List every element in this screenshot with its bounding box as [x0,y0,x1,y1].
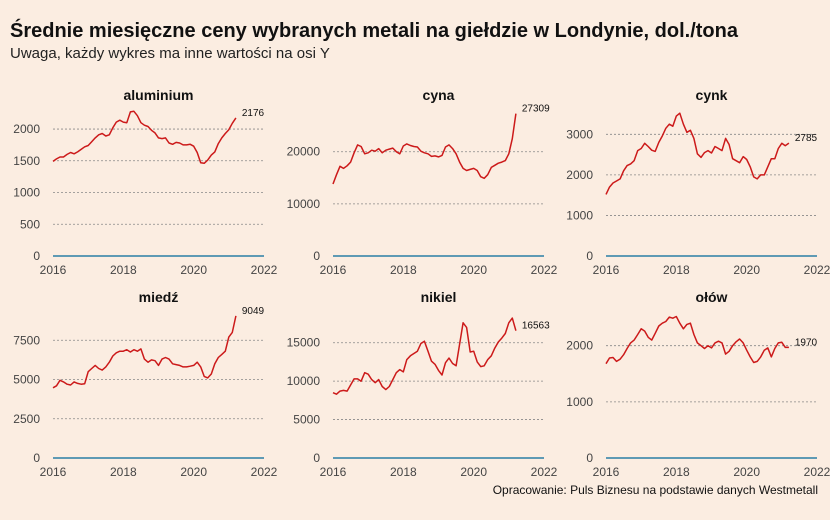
x-tick-label: 2022 [531,465,558,479]
y-tick-label: 2000 [566,168,593,182]
panel-title: cyna [423,87,455,103]
y-tick-label: 5000 [293,413,320,427]
y-tick-label: 0 [586,451,593,465]
x-tick-label: 2018 [390,465,417,479]
x-tick-label: 2018 [110,263,137,277]
last-value-label: 16563 [522,321,550,332]
x-tick-label: 2016 [40,263,67,277]
y-tick-label: 1000 [566,395,593,409]
panel-title: cynk [696,87,728,103]
x-tick-label: 2020 [733,465,760,479]
y-tick-label: 5000 [13,373,40,387]
x-tick-label: 2018 [110,465,137,479]
panel-title: miedź [139,289,179,305]
y-tick-label: 1500 [13,154,40,168]
panel-title: aluminium [123,87,193,103]
x-tick-label: 2016 [593,465,620,479]
x-tick-label: 2018 [663,263,690,277]
last-value-label: 1970 [795,337,818,348]
x-tick-label: 2020 [180,263,207,277]
y-tick-label: 2000 [13,122,40,136]
x-tick-label: 2016 [320,465,347,479]
panel-5: nikiel 0 5000 10000 15000 2016 2018 2020 2022 165… [287,289,558,479]
series-line [332,317,517,395]
panel-title: ołów [696,289,728,305]
y-tick-label: 10000 [287,374,321,388]
x-tick-label: 2022 [531,263,558,277]
panel-6: ołów 0 1000 2000 2016 2018 2020 2022 1970 [566,289,830,479]
y-tick-label: 10000 [287,197,321,211]
x-tick-label: 2020 [180,465,207,479]
x-tick-label: 2020 [460,263,487,277]
y-tick-label: 2000 [566,339,593,353]
last-value-label: 2176 [242,108,265,119]
series-line [52,315,237,389]
x-tick-label: 2016 [40,465,67,479]
x-tick-label: 2020 [460,465,487,479]
y-tick-label: 7500 [13,333,40,347]
y-tick-label: 0 [33,249,40,263]
x-tick-label: 2020 [733,263,760,277]
series-line [332,113,517,185]
x-tick-label: 2022 [251,465,278,479]
panel-1: aluminium 0 500 1000 1500 2000 2016 2018 2020 202… [13,87,277,277]
last-value-label: 27309 [522,104,550,115]
y-tick-label: 20000 [287,145,321,159]
y-tick-label: 15000 [287,336,321,350]
panel-2: cyna 0 10000 20000 2016 2018 2020 2022 27309 [287,87,558,277]
x-tick-label: 2016 [320,263,347,277]
y-tick-label: 0 [313,249,320,263]
y-tick-label: 500 [20,217,40,231]
x-tick-label: 2022 [804,263,830,277]
panel-3: cynk 0 1000 2000 3000 2016 2018 2020 2022 2785 [566,87,830,277]
panel-title: nikiel [421,289,457,305]
x-tick-label: 2022 [251,263,278,277]
last-value-label: 9049 [242,306,265,317]
chart-subtitle: Uwaga, każdy wykres ma inne wartości na … [10,45,330,62]
x-tick-label: 2022 [804,465,830,479]
panel-4: miedź 0 2500 5000 7500 2016 2018 2020 2022 9049 [13,289,277,479]
x-tick-label: 2018 [663,465,690,479]
y-tick-label: 0 [586,249,593,263]
series-line [605,112,790,195]
source-note: Opracowanie: Puls Biznesu na podstawie d… [492,483,818,497]
x-tick-label: 2018 [390,263,417,277]
chart-title: Średnie miesięczne ceny wybranych metali… [10,20,738,42]
last-value-label: 2785 [795,133,818,144]
y-tick-label: 3000 [566,127,593,141]
y-tick-label: 1000 [13,186,40,200]
y-tick-label: 0 [33,451,40,465]
y-tick-label: 0 [313,451,320,465]
x-tick-label: 2016 [593,263,620,277]
series-line [605,315,789,365]
y-tick-label: 1000 [566,208,593,222]
series-line [52,110,237,165]
y-tick-label: 2500 [13,412,40,426]
